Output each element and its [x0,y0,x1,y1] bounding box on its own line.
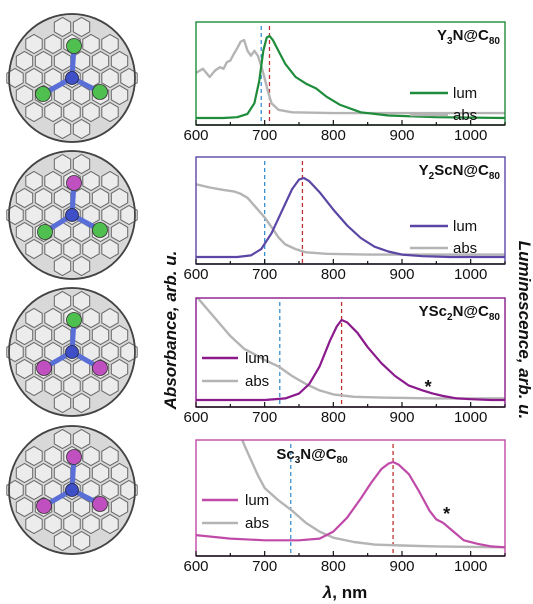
spectra-panels: 600 700 800 900 1000 Y3N@C80 lum abs 600 700 800 90… [183,21,506,575]
legend-label-lum: lum [245,492,269,509]
legend: lum abs [202,350,269,390]
x-tick-label: 1000 [454,266,487,283]
legend-label-abs: abs [453,240,477,257]
x-tick-label: 800 [321,127,346,144]
metal-atom [92,496,108,512]
legend: lum abs [410,85,477,124]
series-abs-line [240,440,505,549]
x-axis-symbol: λ [322,583,332,602]
x-tick-label: 900 [389,127,414,144]
nitrogen-atom [65,208,79,222]
x-tick-label: 700 [252,266,277,283]
metal-atom [92,222,108,238]
legend: lum abs [410,218,477,257]
panel-title: Y2ScN@C80 [419,162,501,182]
series-lum-line [196,460,505,549]
series-lum-line [196,176,505,259]
panel-4: 600 700 800 900 1000 Sc3N@C80 lum abs * [183,439,506,575]
x-tick-label: 600 [183,266,208,283]
x-tick-label: 700 [252,409,277,426]
x-tick-label: 600 [183,558,208,575]
x-tick-label: 800 [321,558,346,575]
fullerene-molecule-4 [6,425,138,555]
x-axis-unit: , nm [332,583,367,602]
panel-title: Sc3N@C80 [276,446,348,466]
x-tick-label: 600 [183,127,208,144]
legend-label-abs: abs [453,107,477,124]
legend-label-lum: lum [453,218,477,235]
metal-atom [66,175,82,191]
series-abs-line [196,38,505,115]
panel-title: Y3N@C80 [437,27,500,47]
metal-atom [36,498,52,514]
x-axis-title: λ, nm [322,583,367,602]
y-axis-title-left: Absorbance, arb. u. [161,251,180,411]
series-lum-line [196,318,505,402]
fullerene-molecule-2 [6,150,138,280]
x-tick-label: 900 [389,266,414,283]
x-tick-label: 800 [321,409,346,426]
molecule-images [6,13,138,555]
x-tick-label: 1000 [454,409,487,426]
panel-title: YSc2N@C80 [419,303,501,323]
metal-atom [35,86,51,102]
annotation-star: * [443,504,450,524]
legend-label-lum: lum [453,85,477,102]
annotation-star: * [425,377,432,397]
series-abs-line [196,298,505,400]
x-tick-label: 900 [389,558,414,575]
fullerene-molecule-1 [6,13,138,143]
x-tick-label: 700 [252,558,277,575]
metal-atom [36,360,52,376]
nitrogen-atom [65,483,79,497]
legend-label-abs: abs [245,373,269,390]
metal-atom [92,84,108,100]
fullerene-molecule-3 [6,287,138,417]
x-tick-label: 1000 [454,558,487,575]
legend: lum abs [202,492,269,532]
nitrogen-atom [65,345,79,359]
x-tick-label: 700 [252,127,277,144]
panel-3: 600 700 800 900 1000 YSc2N@C80 lum abs * [183,297,506,426]
panel-1: 600 700 800 900 1000 Y3N@C80 lum abs [183,21,506,144]
x-tick-label: 600 [183,409,208,426]
nitrogen-atom [65,71,79,85]
panel-2: 600 700 800 900 1000 Y2ScN@C80 lum abs [183,156,506,283]
metal-atom [37,224,53,240]
metal-atom [66,312,82,328]
series-lum-line [196,34,505,120]
x-tick-label: 900 [389,409,414,426]
legend-label-lum: lum [245,350,269,367]
metal-atom [66,38,82,54]
legend-label-abs: abs [245,515,269,532]
metal-atom [92,360,108,376]
x-tick-label: 1000 [454,127,487,144]
series-abs-line [196,183,505,256]
metal-atom [66,449,82,465]
x-tick-label: 800 [321,266,346,283]
y-axis-title-right: Luminescence, arb. u. [515,241,533,420]
